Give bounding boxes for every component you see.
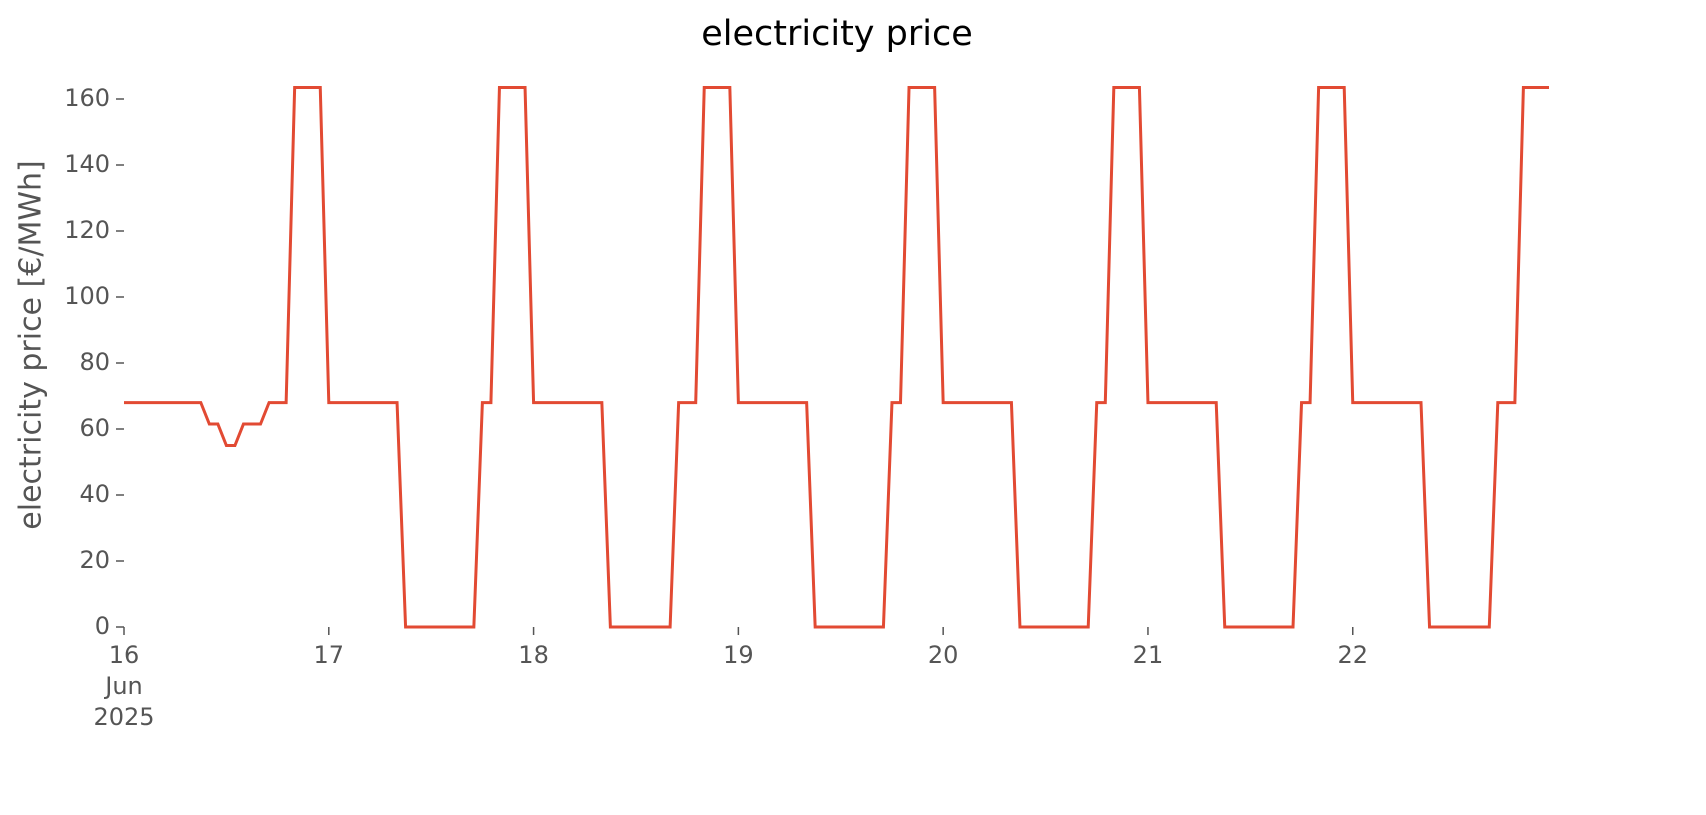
y-tick-label: 40 [79,480,110,508]
y-tick-label: 60 [79,414,110,442]
x-tick-label: 17 [314,641,345,669]
chart-title: electricity price [701,14,973,54]
y-tick-label: 80 [79,348,110,376]
y-tick-label: 0 [95,612,110,640]
x-tick-label: 18 [518,641,549,669]
y-tick-label: 20 [79,546,110,574]
x-tick-label: 21 [1133,641,1164,669]
x-tick-label: 16 Jun 2025 [93,641,154,731]
y-tick-label: 140 [64,150,110,178]
x-tick-label: 20 [928,641,959,669]
price-line [124,85,1549,629]
y-tick-label: 100 [64,282,110,310]
x-tick-label: 19 [723,641,754,669]
y-tick-label: 120 [64,216,110,244]
y-tick-label: 160 [64,84,110,112]
y-axis-label: electricity price [€/MWh] [14,160,49,529]
x-tick-label: 22 [1337,641,1368,669]
